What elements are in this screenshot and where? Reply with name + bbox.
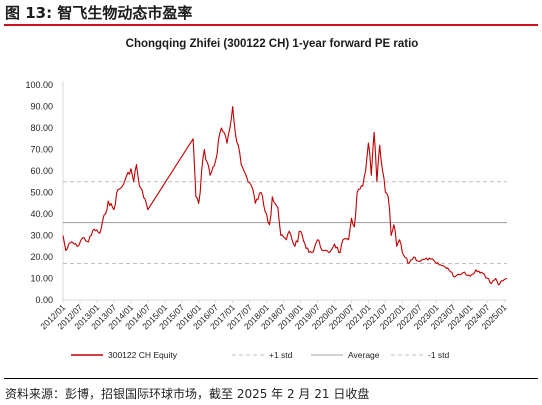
tick-labels: 100.00 90.00 80.00 70.00 60.00 50.00 40.00 30.0…	[25, 80, 508, 331]
figure-title: 图 13: 智飞生物动态市盈率	[5, 4, 193, 22]
pe-ratio-chart: Chongqing Zhifei (300122 CH) 1-year forw…	[25, 38, 508, 360]
y-tick-label: 40.00	[30, 209, 53, 219]
y-tick-label: 100.00	[25, 80, 53, 90]
chart-title: Chongqing Zhifei (300122 CH) 1-year forw…	[126, 38, 419, 50]
chart-container: Chongqing Zhifei (300122 CH) 1-year forw…	[9, 28, 535, 370]
y-tick-label: 10.00	[30, 274, 53, 284]
legend-label: +1 std	[269, 350, 293, 360]
y-tick-label: 60.00	[30, 166, 53, 176]
y-tick-label: 70.00	[30, 145, 53, 155]
source-note: 资料来源：彭博，招银国际环球市场，截至 2025 年 2 月 21 日收盘	[5, 387, 370, 401]
y-tick-label: 90.00	[30, 102, 53, 112]
legend-label: 300122 CH Equity	[108, 350, 178, 360]
y-tick-label: 20.00	[30, 252, 53, 262]
title-underline	[4, 24, 538, 26]
source-divider	[4, 378, 538, 379]
reference-lines	[63, 181, 507, 264]
y-tick-label: 50.00	[30, 188, 53, 198]
legend: 300122 CH Equity +1 std Average -1 std	[71, 350, 450, 360]
y-tick-label: 30.00	[30, 231, 53, 241]
legend-label: -1 std	[428, 350, 450, 360]
series-lines	[62, 105, 508, 286]
legend-label: Average	[348, 350, 380, 360]
axes	[62, 81, 507, 303]
y-tick-label: 0.00	[35, 295, 53, 305]
figure-header: 图 13: 智飞生物动态市盈率	[0, 0, 542, 26]
y-tick-label: 80.00	[30, 123, 53, 133]
series-line-300122-ch-equity	[62, 105, 508, 286]
